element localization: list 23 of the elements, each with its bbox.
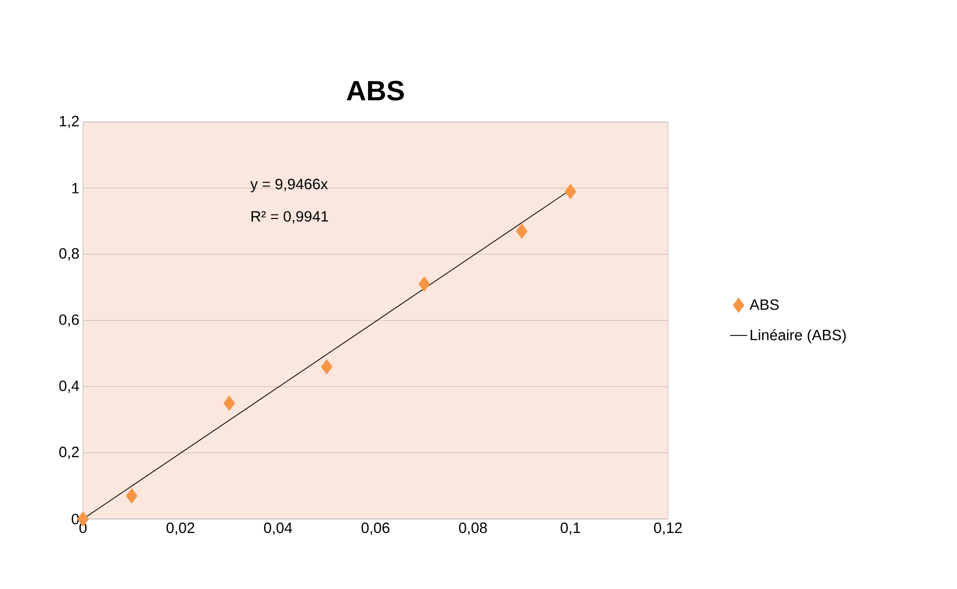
x-tick-label: 0,06 <box>362 522 390 535</box>
x-tick-label: 0,12 <box>654 522 682 535</box>
point <box>516 224 528 239</box>
legend-label: Linéaire (ABS) <box>750 329 846 344</box>
chart-title: ABS <box>346 80 404 101</box>
y-tick-label: 0,8 <box>59 248 79 260</box>
y-tick-label: 0,6 <box>59 314 79 327</box>
point <box>320 359 333 374</box>
annotation: y = 9,9466x <box>250 178 328 192</box>
point <box>564 184 576 200</box>
y-tick-label: 1 <box>72 183 79 194</box>
x-tick-label: 0,02 <box>166 522 194 535</box>
x-tick-label: 0,1 <box>560 522 580 535</box>
legend-label: ABS <box>750 299 779 310</box>
annotation: R² = 0,9941 <box>252 211 328 224</box>
y-tick-label: 1,2 <box>60 116 79 128</box>
x-tick-label: 0,04 <box>264 522 292 535</box>
point <box>223 396 236 411</box>
point <box>126 488 138 504</box>
y-tick-label: 0,4 <box>59 380 80 393</box>
y-tick-label: 0,2 <box>59 446 79 459</box>
point <box>418 276 430 292</box>
x-tick-label: 0,08 <box>459 522 487 535</box>
